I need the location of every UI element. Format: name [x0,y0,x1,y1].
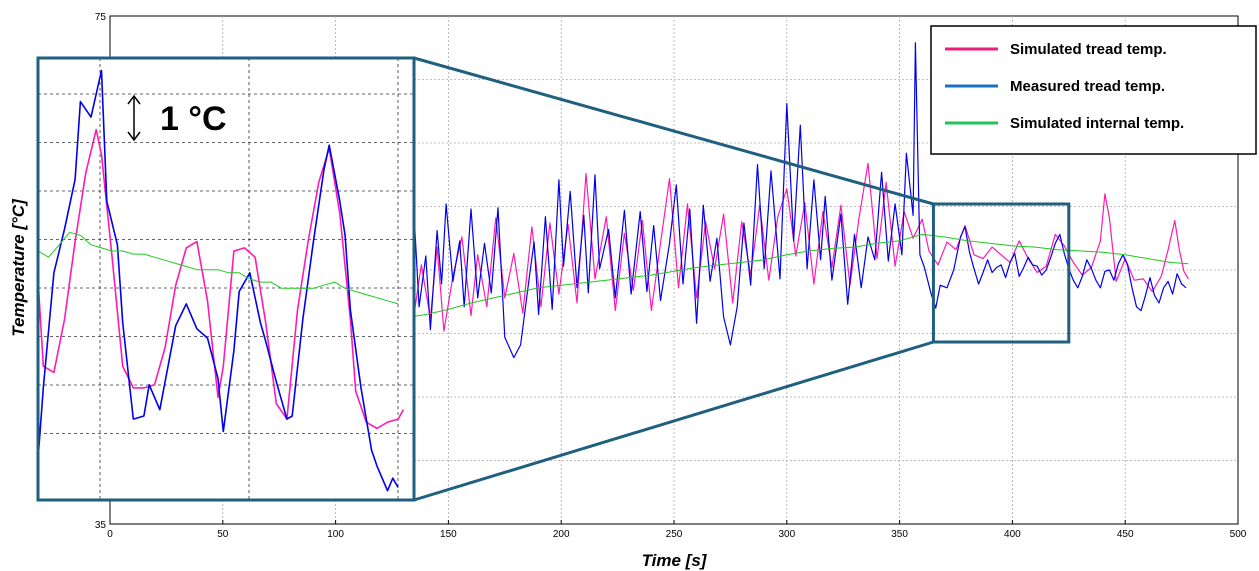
x-tick-label: 350 [891,529,908,540]
series-layer [409,42,1189,359]
x-tick-label: 300 [778,529,795,540]
scale-arrow-head-up [127,94,141,105]
x-tick-label: 200 [553,529,570,540]
inset-series-line [38,128,405,430]
inset-panel: 1 °C [36,56,416,502]
y-tick-label: 75 [95,12,107,23]
inset-series-layer [38,69,405,492]
x-tick-label: 400 [1004,529,1021,540]
y-tick-labels: 75 35 [95,12,107,531]
legend-label: Measured tread temp. [1010,78,1165,95]
zoom-window [931,202,1071,344]
y-tick-label: 35 [95,520,107,531]
inset-background [38,58,414,500]
y-axis-title: Temperature [°C] [9,198,28,337]
legend-box [930,25,1257,155]
zoom-connectors [413,56,1071,502]
legend-label: Simulated internal temp. [1010,115,1184,132]
legend: Simulated tread temp. Measured tread temp… [930,25,1257,155]
x-tick-labels: 0 50 100 150 200 250 300 350 400 450 500 [107,520,1247,540]
x-tick-label: 450 [1117,529,1134,540]
x-tick-label: 0 [107,529,113,540]
x-tick-label: 150 [440,529,457,540]
series-line-simulated-internal [409,233,1189,318]
scale-arrow-head-down [127,131,141,142]
zoom-connector-top [413,56,934,206]
x-tick-label: 100 [327,529,344,540]
legend-label: Simulated tread temp. [1010,41,1167,58]
inset-series-line [38,69,399,492]
series-line-measured-tread [409,42,1187,359]
zoom-connector-bottom [413,340,934,502]
x-tick-label: 250 [666,529,683,540]
inset-frame [36,56,416,502]
x-tick-label: 50 [217,529,229,540]
x-tick-label: 500 [1230,529,1247,540]
x-axis-title: Time [s] [642,551,708,570]
inset-series-line [38,231,399,305]
scale-label: 1 °C [160,100,227,138]
